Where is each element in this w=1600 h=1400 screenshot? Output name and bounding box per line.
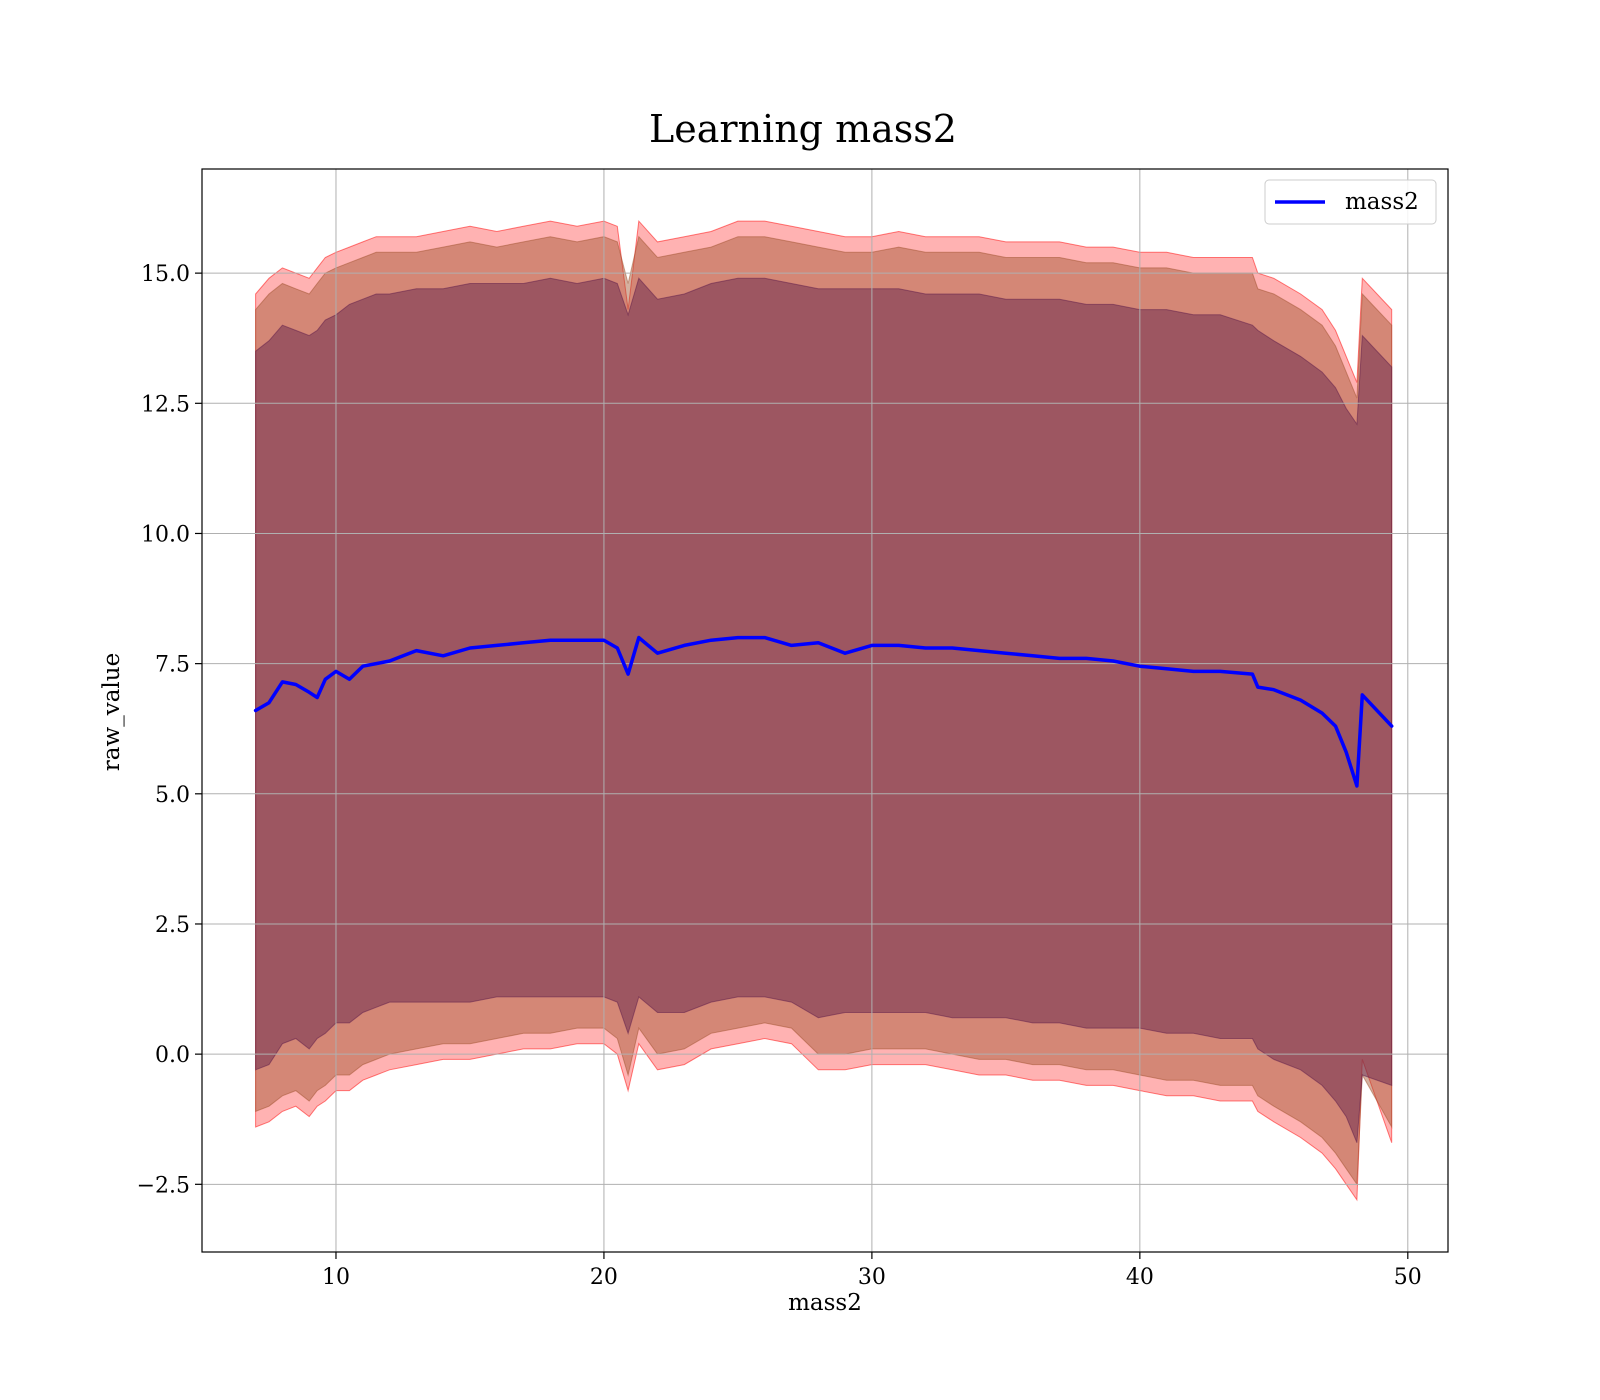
x-tick-label: 40 [1126,1265,1154,1290]
y-axis-label: raw_value [99,653,125,771]
band-inner [255,277,1393,1143]
y-tick-label: 7.5 [155,653,190,678]
line-layer [253,635,1394,788]
y-tick-label: 15.0 [141,262,190,287]
x-axis-ticks: 10 20 30 40 50 [322,1252,1422,1290]
legend: mass2 [1264,179,1437,225]
x-tick-label: 10 [322,1265,350,1290]
x-tick-label: 50 [1394,1265,1422,1290]
x-tick-label: 20 [590,1265,618,1290]
legend-box [1264,179,1437,225]
chart-title: Learning mass2 [649,107,957,151]
y-tick-label: −2.5 [137,1173,190,1198]
x-axis-label: mass2 [788,1290,862,1316]
legend-label-mass2: mass2 [1345,189,1419,215]
grid-layer [202,169,1448,1252]
y-axis-ticks: −2.5 0.0 2.5 5.0 7.5 10.0 12.5 15.0 [137,262,202,1198]
band-middle [255,235,1393,1186]
bands-layer [255,219,1393,1202]
y-tick-label: 2.5 [155,913,190,938]
x-tick-label: 30 [858,1265,886,1290]
series-line-mass2 [253,635,1394,788]
y-tick-label: 12.5 [141,392,190,417]
band-outer [255,219,1393,1202]
plot-frame [201,168,1449,1253]
y-tick-label: 10.0 [141,522,190,547]
y-tick-label: 0.0 [155,1043,190,1068]
y-tick-label: 5.0 [155,783,190,808]
